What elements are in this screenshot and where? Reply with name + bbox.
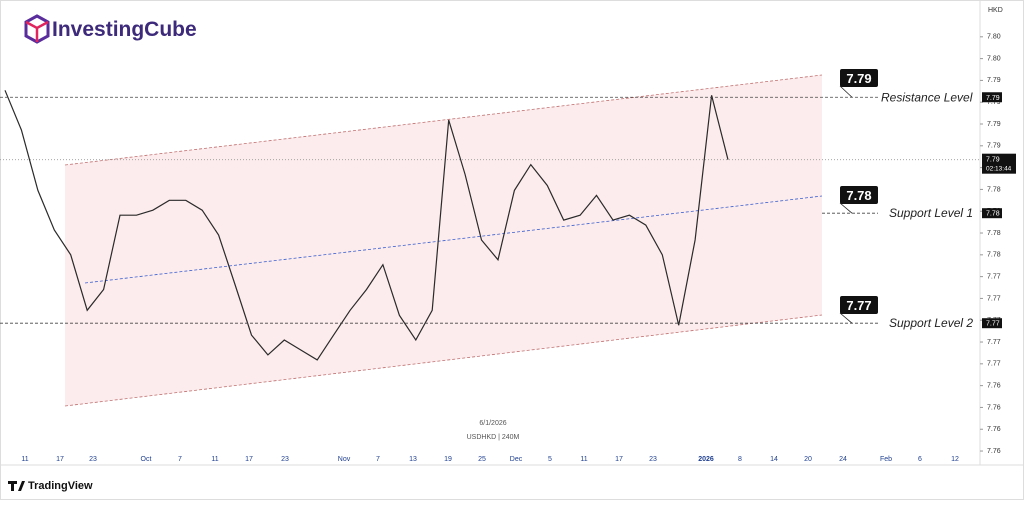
countdown: 02:13:44 [986,166,1012,173]
y-tick-label: 7.76 [987,448,1001,455]
y-tick-label: 7.76 [987,382,1001,389]
x-tick-label: Oct [141,456,152,463]
channel-upper [64,74,823,166]
axis-badge [982,318,1002,329]
x-tick-label: 17 [56,456,64,463]
logo: InvestingCube [24,14,197,44]
x-tick-label: 14 [770,456,778,463]
x-tick-label: Feb [880,456,892,463]
level-badge-text: 7.78 [846,188,871,203]
channel-middle [84,195,823,284]
level-pointer [839,202,853,214]
level-badge [840,296,878,314]
y-tick-label: 7.77 [987,339,1001,346]
axis-badge-text: 7.79 [986,95,1000,102]
axis-badge-text: 7.77 [986,321,1000,328]
current-price-text: 7.79 [986,157,1000,164]
y-tick-label: 7.76 [987,404,1001,411]
level-badge-text: 7.79 [846,71,871,86]
x-tick-label: 23 [281,456,289,463]
currency: HKD [988,7,1003,14]
level-name: Support Level 1 [889,206,973,220]
x-tick-label: 11 [211,456,218,463]
level-pointer [839,312,853,324]
channel-lower [64,314,823,407]
price-line [4,90,729,361]
axis-badge-text: 7.78 [986,211,1000,218]
logo-text: InvestingCube [52,18,197,41]
current-price-badge [982,153,1016,174]
x-tick-label: 6 [918,456,922,463]
y-tick-label: 7.78 [987,186,1001,193]
x-tick-label: Nov [338,456,351,463]
x-tick-label: 19 [444,456,452,463]
y-tick-label: 7.78 [987,252,1001,259]
y-tick-label: 7.77 [987,361,1001,368]
symbol: USDHKD | 240M [467,434,520,441]
x-tick-label: 5 [548,456,552,463]
y-tick-label: 7.76 [987,426,1001,433]
x-tick-label: 24 [839,456,847,463]
level-badge [840,69,878,87]
y-tick-label: 7.78 [987,230,1001,237]
y-tick-label: 7.79 [987,143,1001,150]
x-tick-label: 20 [804,456,812,463]
x-tick-label: 2026 [698,456,714,463]
y-tick-label: 7.79 [987,99,1001,106]
tv-logo: TradingView [8,480,93,492]
x-tick-label: 7 [376,456,380,463]
x-tick-label: 23 [89,456,97,463]
x-tick-label: 13 [409,456,417,463]
y-tick-label: 7.77 [987,273,1001,280]
x-tick-label: 8 [738,456,742,463]
y-tick-label: 7.80 [987,34,1001,41]
x-tick-label: 12 [951,456,959,463]
level-pointer [839,85,853,98]
date: 6/1/2026 [479,420,506,427]
x-tick-label: 11 [580,456,587,463]
y-tick-label: 7.79 [987,121,1001,128]
x-tick-label: 7 [178,456,182,463]
axis-badge [982,92,1002,103]
x-tick-label: 25 [478,456,486,463]
level-badge-text: 7.77 [846,298,871,313]
x-tick-label: Dec [510,456,523,463]
x-tick-label: 23 [649,456,657,463]
axis-badge [982,208,1002,219]
level-name: Support Level 2 [889,316,973,330]
x-tick-label: 11 [21,456,28,463]
y-tick-label: 7.80 [987,55,1001,62]
level-name: Resistance Level [881,90,973,104]
y-tick-label: 7.77 [987,295,1001,302]
x-tick-label: 17 [245,456,253,463]
footer-text: TradingView [28,480,93,492]
level-badge [840,186,878,204]
y-tick-label: 7.79 [987,77,1001,84]
x-tick-label: 17 [615,456,623,463]
